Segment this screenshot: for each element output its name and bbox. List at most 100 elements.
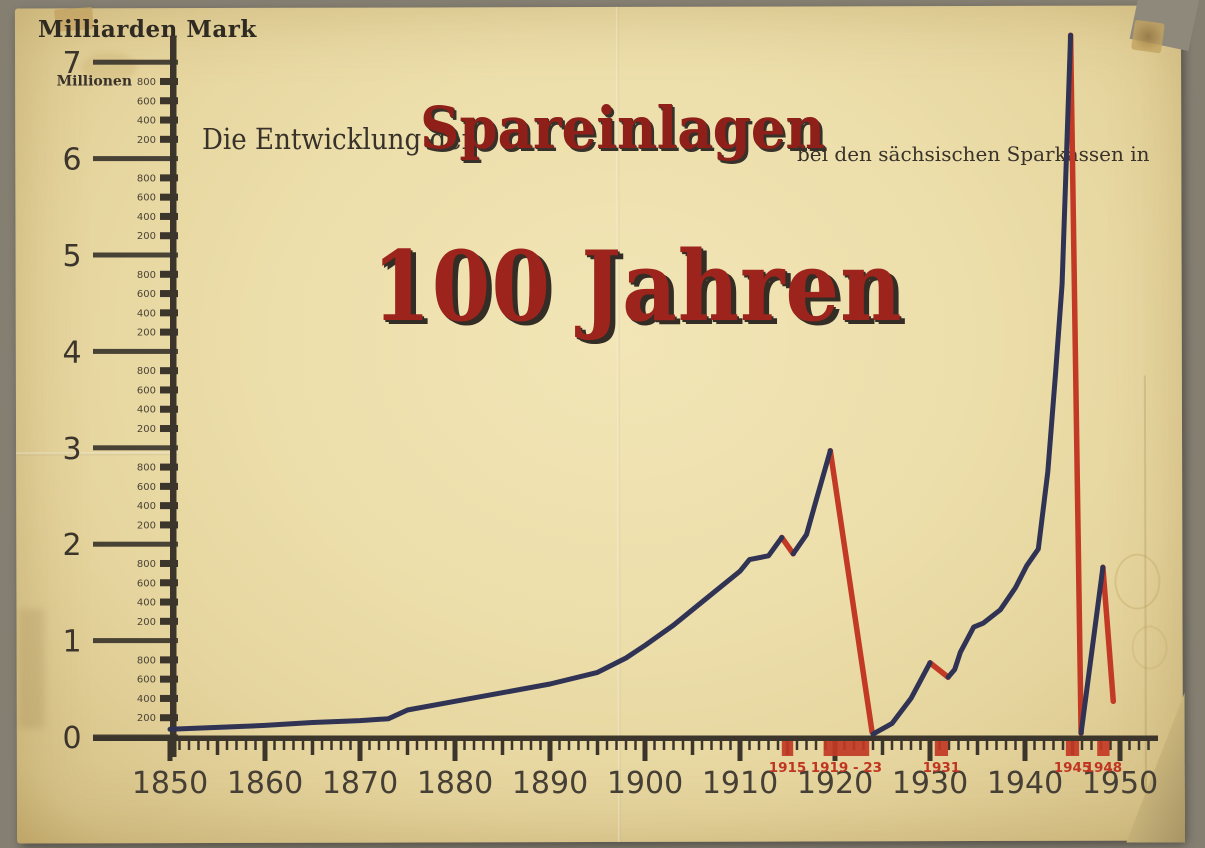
y-axis-sub-tick <box>160 694 178 702</box>
x-axis-year-tick <box>500 741 505 755</box>
x-axis-year-tick <box>814 741 818 750</box>
x-axis-year-tick <box>710 741 713 750</box>
x-axis-year-tick <box>662 741 666 750</box>
x-axis-decade-tick <box>1022 741 1028 761</box>
y-axis-tick-label: 1 <box>62 625 81 660</box>
x-axis-year-tick <box>757 741 761 750</box>
x-axis-year-tick <box>425 741 428 750</box>
x-axis-decade-label: 1950 <box>1082 766 1158 801</box>
y-axis-sub-tick <box>160 97 178 105</box>
x-axis-decade-tick <box>737 741 743 761</box>
crisis-year-label: 1919 - 23 <box>811 760 882 776</box>
x-axis-year-tick <box>995 741 998 750</box>
main-line-blue <box>945 32 1074 680</box>
x-axis-decade-label: 1860 <box>227 766 303 801</box>
x-axis-year-tick <box>330 741 333 750</box>
x-axis-year-tick <box>634 741 637 750</box>
x-axis-year-tick <box>520 741 523 750</box>
y-axis-sub-tick-label: 200 <box>137 328 156 339</box>
x-axis-year-tick <box>444 741 447 750</box>
x-axis-decade-tick <box>452 741 458 761</box>
x-axis-year-tick <box>254 741 257 750</box>
x-axis-year-tick <box>719 741 723 750</box>
y-axis-tick-label: 3 <box>62 432 81 467</box>
y-axis-title: Milliarden Mark <box>38 16 257 43</box>
x-axis-year-tick <box>539 741 542 750</box>
title-years: 100 Jahren <box>372 230 903 343</box>
x-axis-year-tick <box>415 741 419 750</box>
y-axis-tick-label: 4 <box>62 335 81 370</box>
x-axis-year-tick <box>510 741 514 750</box>
y-axis-sub-tick-label: 400 <box>137 212 156 223</box>
x-axis-year-tick <box>472 741 476 750</box>
y-axis-sub-tick-label: 800 <box>137 173 156 184</box>
y-axis-sub-tick-label: 600 <box>137 482 156 493</box>
y-axis-sub-tick-label: 400 <box>137 308 156 319</box>
y-axis-sub-tick-label: 800 <box>137 366 156 377</box>
x-axis-year-tick <box>1042 741 1046 750</box>
x-axis-year-tick <box>871 741 875 750</box>
y-axis-sub-tick <box>160 77 178 85</box>
x-axis-year-tick <box>975 741 980 755</box>
y-axis-sub-tick-label: 400 <box>137 598 156 609</box>
x-axis-year-tick <box>1109 741 1112 750</box>
x-axis-year-tick <box>767 741 770 750</box>
y-axis-sub-tick-label: 200 <box>137 231 156 242</box>
x-axis-decade-label: 1940 <box>987 766 1063 801</box>
x-axis-year-tick <box>396 741 400 750</box>
x-axis-year-tick <box>405 741 410 755</box>
x-axis-year-tick <box>463 741 466 750</box>
x-axis-year-tick <box>700 741 704 750</box>
y-axis-major-tick <box>93 541 178 547</box>
y-axis-tick-label: 7 <box>62 46 81 81</box>
x-axis-decade-label: 1880 <box>417 766 493 801</box>
x-axis-year-tick <box>880 741 885 755</box>
x-axis-year-tick <box>1052 741 1055 750</box>
y-axis-sub-tick-label: 400 <box>137 116 156 127</box>
x-axis-year-tick <box>1033 741 1036 750</box>
x-axis-decade-label: 1930 <box>892 766 968 801</box>
x-axis-year-tick <box>225 741 229 750</box>
x-axis-year-tick <box>795 741 799 750</box>
y-axis-sub-tick <box>160 656 178 664</box>
title-main: Spareinlagen <box>420 94 826 162</box>
x-axis-year-tick <box>567 741 571 750</box>
y-axis-sub-tick-label: 600 <box>137 675 156 686</box>
title-prefix: Die Entwicklung der <box>202 122 475 156</box>
y-axis-sub-tick <box>160 270 178 278</box>
y-axis-sub-tick <box>160 463 178 471</box>
x-axis-year-tick <box>178 741 181 750</box>
y-axis-sub-tick <box>160 290 178 298</box>
y-axis-sub-tick <box>160 309 178 317</box>
x-axis-year-tick <box>292 741 295 750</box>
y-axis-sub-tick-label: 800 <box>137 559 156 570</box>
x-axis-year-tick <box>377 741 381 750</box>
y-axis-sub-tick <box>160 232 178 240</box>
x-axis-year-tick <box>624 741 628 750</box>
x-axis-year-tick <box>339 741 343 750</box>
x-axis-decade-tick <box>927 741 933 761</box>
crisis-period-marker <box>823 741 870 756</box>
y-axis-sub-tick <box>160 502 178 510</box>
decline-line-red <box>1100 564 1117 705</box>
crisis-year-label: 1931 <box>923 760 961 776</box>
y-axis-sub-tick <box>160 482 178 490</box>
x-axis-decade-tick <box>357 741 363 761</box>
title-suffix: bei den sächsischen Sparkassen in <box>797 142 1150 166</box>
x-axis-decade-label: 1900 <box>607 766 683 801</box>
x-axis-year-tick <box>1147 741 1150 750</box>
y-axis-sub-tick <box>160 328 178 336</box>
x-axis-year-tick <box>235 741 238 750</box>
crisis-period-marker <box>1097 741 1110 756</box>
x-axis-year-tick <box>1137 741 1141 750</box>
x-axis-year-tick <box>529 741 533 750</box>
x-axis-year-tick <box>215 741 220 755</box>
y-axis-sub-tick <box>160 425 178 433</box>
y-axis-sub-tick-label: 800 <box>137 463 156 474</box>
x-axis-year-tick <box>947 741 951 750</box>
y-axis-major-tick <box>93 156 178 162</box>
x-axis-decade-label: 1920 <box>797 766 873 801</box>
decline-line-red <box>1067 32 1084 736</box>
x-axis-year-tick <box>909 741 913 750</box>
